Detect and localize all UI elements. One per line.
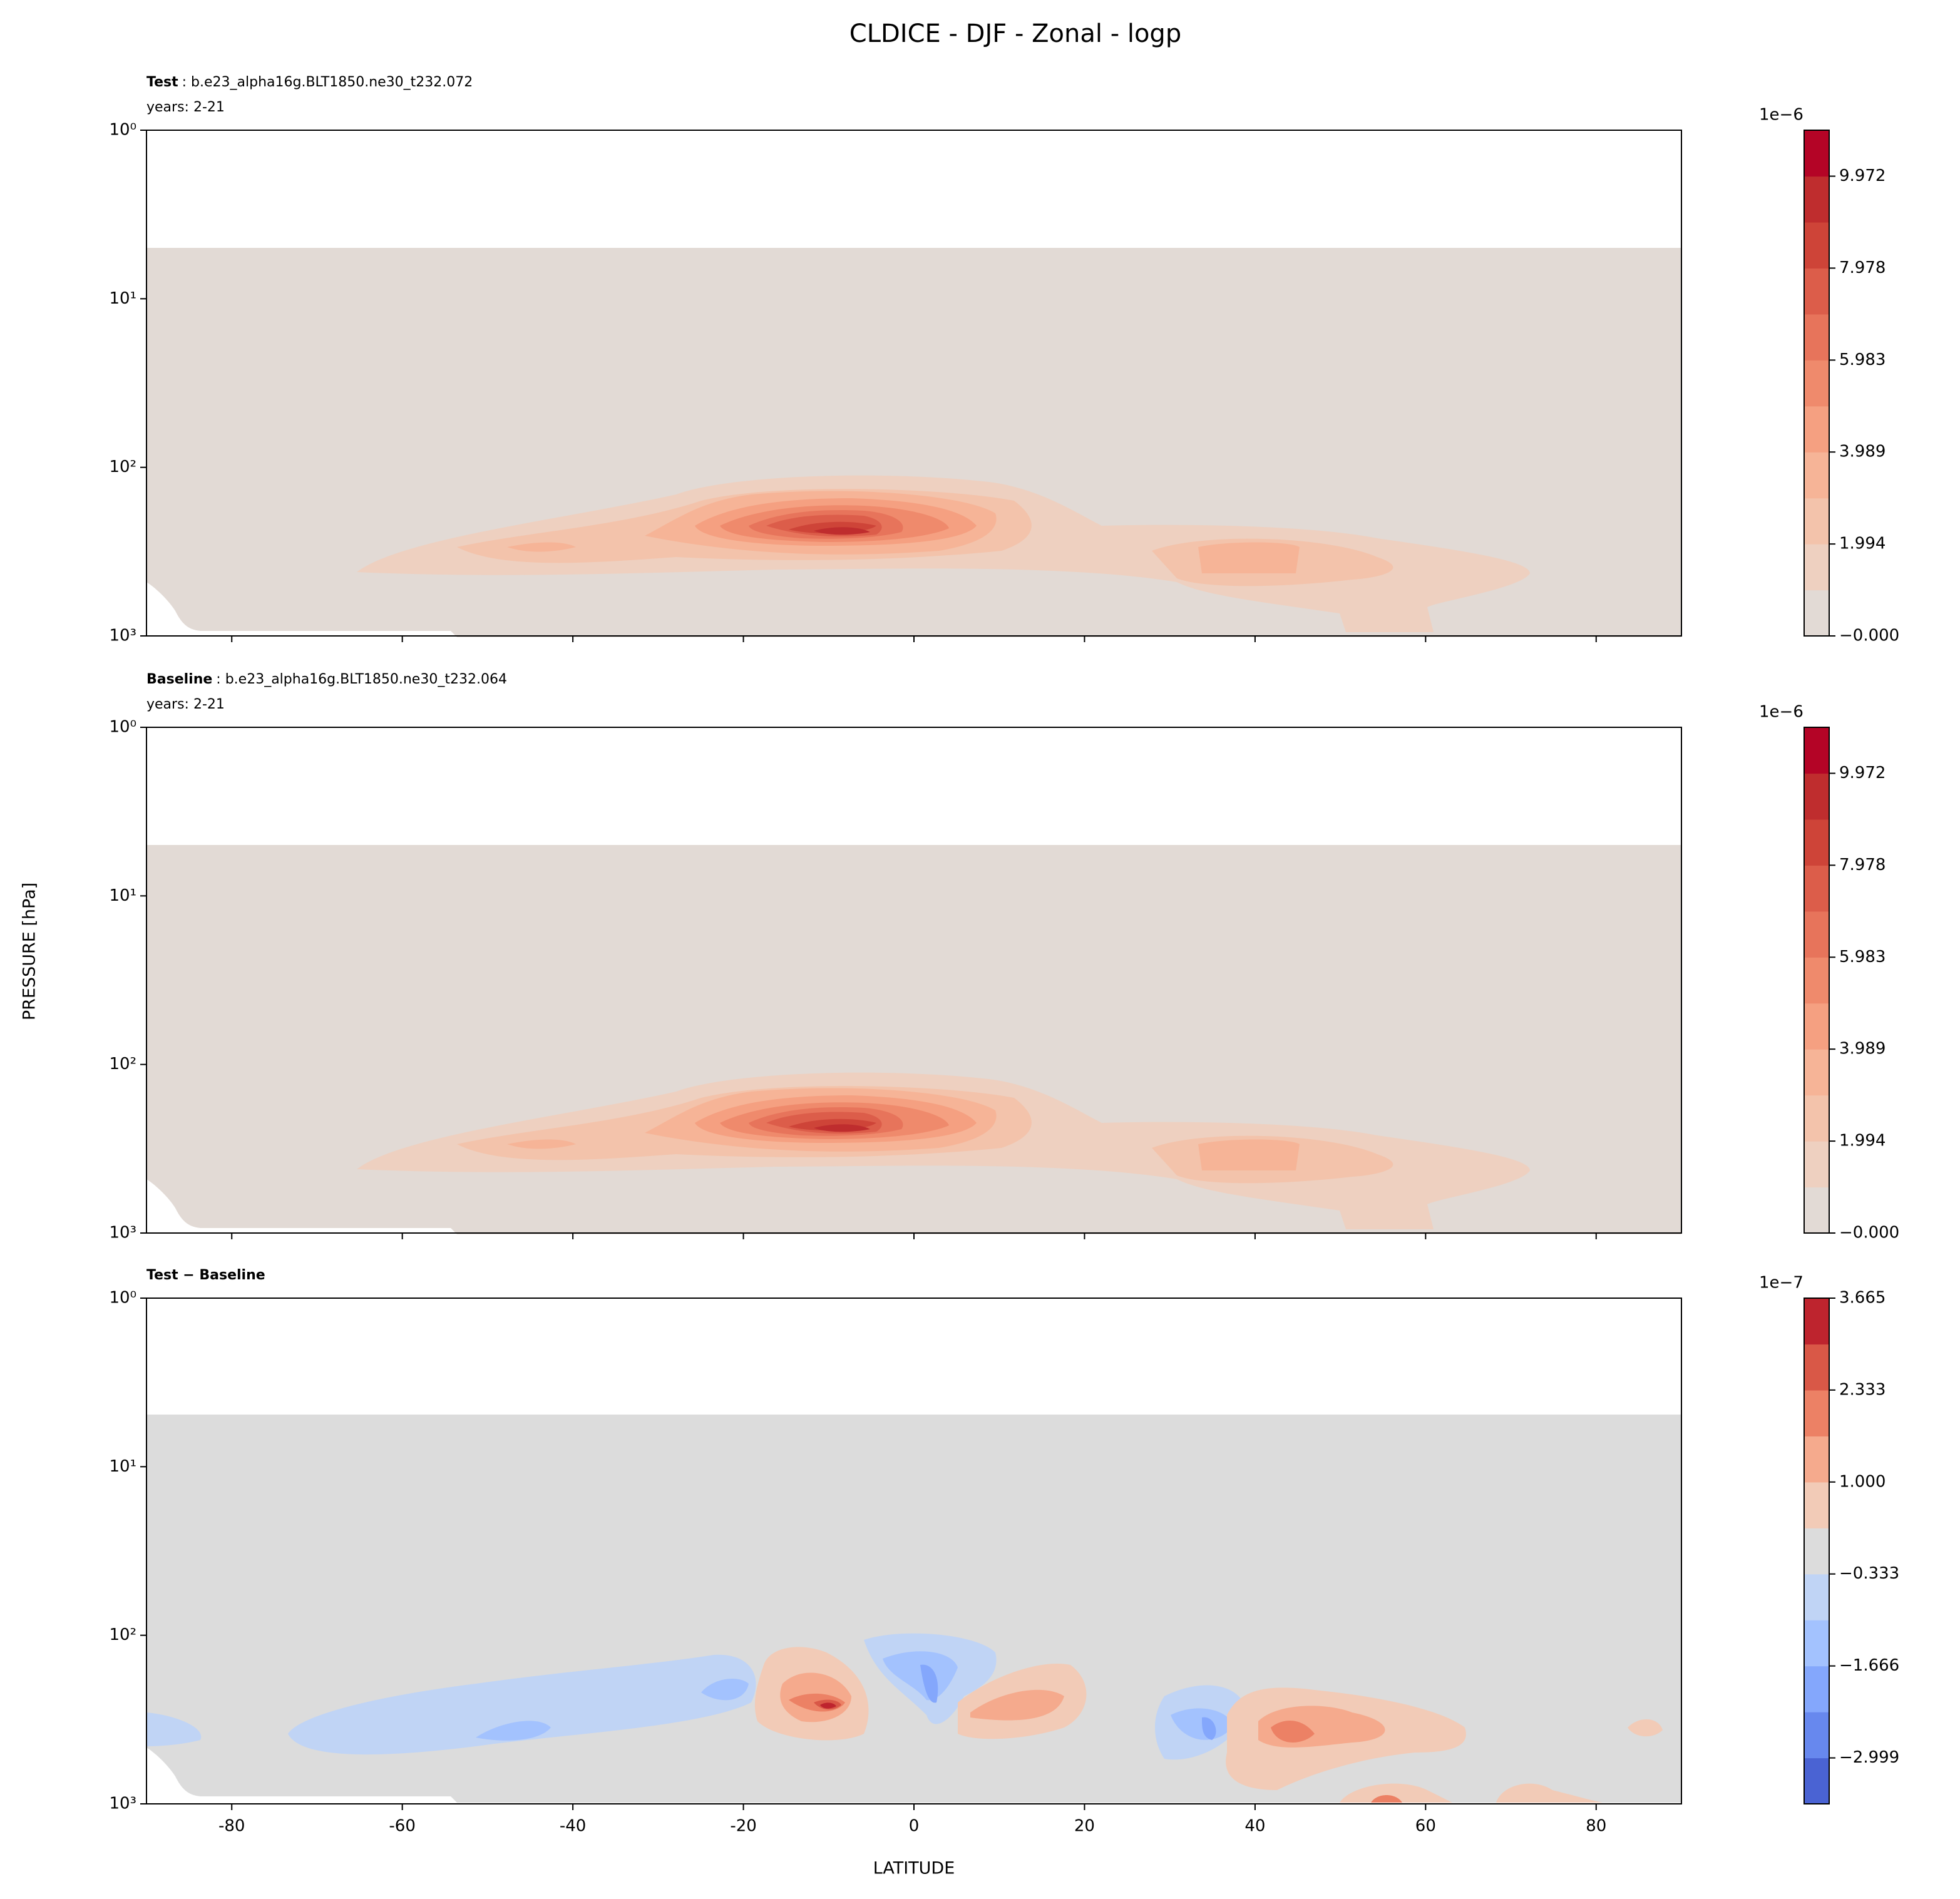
- colorbar-tick-label: −2.999: [1839, 1748, 1899, 1767]
- colorbar-tick-label: 1.994: [1839, 535, 1886, 553]
- colorbar-tick-label: 9.972: [1839, 166, 1886, 185]
- y-tick-label: 10²: [109, 1055, 136, 1073]
- figure-title: CLDICE - DJF - Zonal - logp: [849, 19, 1181, 48]
- colorbar-tick-label: −0.333: [1839, 1564, 1899, 1583]
- colorbar-band: [1804, 268, 1829, 315]
- y-tick-label: 10³: [109, 1224, 136, 1242]
- x-tick-label: 0: [909, 1817, 920, 1836]
- colorbar-band: [1804, 819, 1829, 866]
- y-tick-label: 10¹: [109, 289, 136, 308]
- y-tick-label: 10²: [109, 458, 136, 476]
- colorbar-band: [1804, 590, 1829, 637]
- colorbar-tick-label: 5.983: [1839, 948, 1886, 966]
- panel-title-case: : b.e23_alpha16g.BLT1850.ne30_t232.064: [216, 672, 507, 687]
- colorbar-frame: [1804, 1298, 1830, 1804]
- x-tick-label: 80: [1586, 1817, 1606, 1836]
- colorbar-tick-label: 7.978: [1839, 856, 1886, 874]
- x-tick-label: 40: [1244, 1817, 1265, 1836]
- panel-subtitle: years: 2-21: [146, 697, 225, 712]
- colorbar-tick-label: −0.000: [1839, 1224, 1899, 1242]
- panel-title: Baseline : b.e23_alpha16g.BLT1850.ne30_t2…: [146, 672, 507, 687]
- colorbar-band: [1804, 176, 1829, 223]
- colorbar-band: [1804, 1436, 1829, 1483]
- colorbar-tick-label: 3.989: [1839, 443, 1886, 461]
- panel-title-case: : b.e23_alpha16g.BLT1850.ne30_t232.072: [182, 74, 473, 90]
- x-axis-label: LATITUDE: [873, 1859, 955, 1878]
- colorbar-frame: [1804, 130, 1830, 637]
- x-tick-label: -40: [560, 1817, 586, 1836]
- colorbar-tick-label: 9.972: [1839, 764, 1886, 782]
- y-tick-label: 10³: [109, 1794, 136, 1813]
- y-tick-label: 10⁰: [109, 1289, 136, 1308]
- y-tick-label: 10²: [109, 1625, 136, 1644]
- colorbar-band: [1804, 1298, 1829, 1345]
- colorbar-frame: [1804, 727, 1830, 1234]
- colorbar-tick-label: 3.665: [1839, 1289, 1886, 1308]
- colorbar-band: [1804, 1482, 1829, 1528]
- contour-field: [146, 845, 1681, 1234]
- colorbar-band: [1804, 1095, 1829, 1142]
- colorbar-band: [1804, 222, 1829, 269]
- colorbar-offset: 1e−6: [1759, 106, 1804, 125]
- contour-field: [146, 1415, 1681, 1803]
- colorbar-offset: 1e−6: [1759, 703, 1804, 722]
- panel-title: Test − Baseline: [146, 1267, 265, 1283]
- colorbar-offset: 1e−7: [1759, 1274, 1804, 1292]
- colorbar-band: [1804, 773, 1829, 820]
- colorbar-band: [1804, 1187, 1829, 1234]
- colorbar-tick-label: −0.000: [1839, 627, 1899, 645]
- colorbar-band: [1804, 130, 1829, 177]
- y-tick-label: 10¹: [109, 1457, 136, 1476]
- colorbar-band: [1804, 1390, 1829, 1436]
- panel-title-bold: Test − Baseline: [146, 1267, 265, 1283]
- y-tick-label: 10¹: [109, 886, 136, 905]
- colorbar-band: [1804, 360, 1829, 407]
- colorbar-band: [1804, 911, 1829, 958]
- colorbar-band: [1804, 498, 1829, 545]
- y-tick-label: 10³: [109, 627, 136, 645]
- colorbar-tick-label: 2.333: [1839, 1380, 1886, 1399]
- colorbar-band: [1804, 1758, 1829, 1804]
- x-tick-label: 60: [1415, 1817, 1436, 1836]
- colorbar-band: [1804, 1049, 1829, 1096]
- y-tick-label: 10⁰: [109, 121, 136, 140]
- colorbar-band: [1804, 1620, 1829, 1667]
- colorbar-tick-label: 5.983: [1839, 351, 1886, 369]
- panel-title-bold: Baseline: [146, 672, 212, 687]
- panel-title: Test: b.e23_alpha16g.BLT1850.ne30_t232.0…: [146, 74, 473, 90]
- colorbar-band: [1804, 1344, 1829, 1391]
- colorbar-band: [1804, 1574, 1829, 1620]
- colorbar-band: [1804, 452, 1829, 499]
- colorbar-band: [1804, 957, 1829, 1004]
- colorbar-band: [1804, 727, 1829, 774]
- colorbar-band: [1804, 1666, 1829, 1712]
- x-tick-label: -20: [730, 1817, 756, 1836]
- contour-field: [146, 248, 1681, 637]
- colorbar-band: [1804, 544, 1829, 591]
- colorbar-band: [1804, 406, 1829, 453]
- colorbar-band: [1804, 865, 1829, 912]
- panel-title-bold: Test: [146, 74, 178, 90]
- colorbar-tick-label: 1.000: [1839, 1472, 1886, 1491]
- colorbar-tick-label: 7.978: [1839, 258, 1886, 277]
- colorbar-tick-label: −1.666: [1839, 1656, 1899, 1675]
- panel-subtitle: years: 2-21: [146, 100, 225, 115]
- colorbar-tick-label: 1.994: [1839, 1132, 1886, 1150]
- colorbar-band: [1804, 1003, 1829, 1050]
- y-tick-label: 10⁰: [109, 718, 136, 737]
- colorbar-tick-label: 3.989: [1839, 1040, 1886, 1058]
- colorbar-band: [1804, 1712, 1829, 1759]
- x-tick-label: -60: [389, 1817, 415, 1836]
- colorbar-band: [1804, 1528, 1829, 1575]
- colorbar-band: [1804, 314, 1829, 361]
- y-axis-label: PRESSURE [hPa]: [20, 883, 39, 1020]
- x-tick-label: -80: [218, 1817, 245, 1836]
- colorbar-band: [1804, 1141, 1829, 1188]
- x-tick-label: 20: [1074, 1817, 1095, 1836]
